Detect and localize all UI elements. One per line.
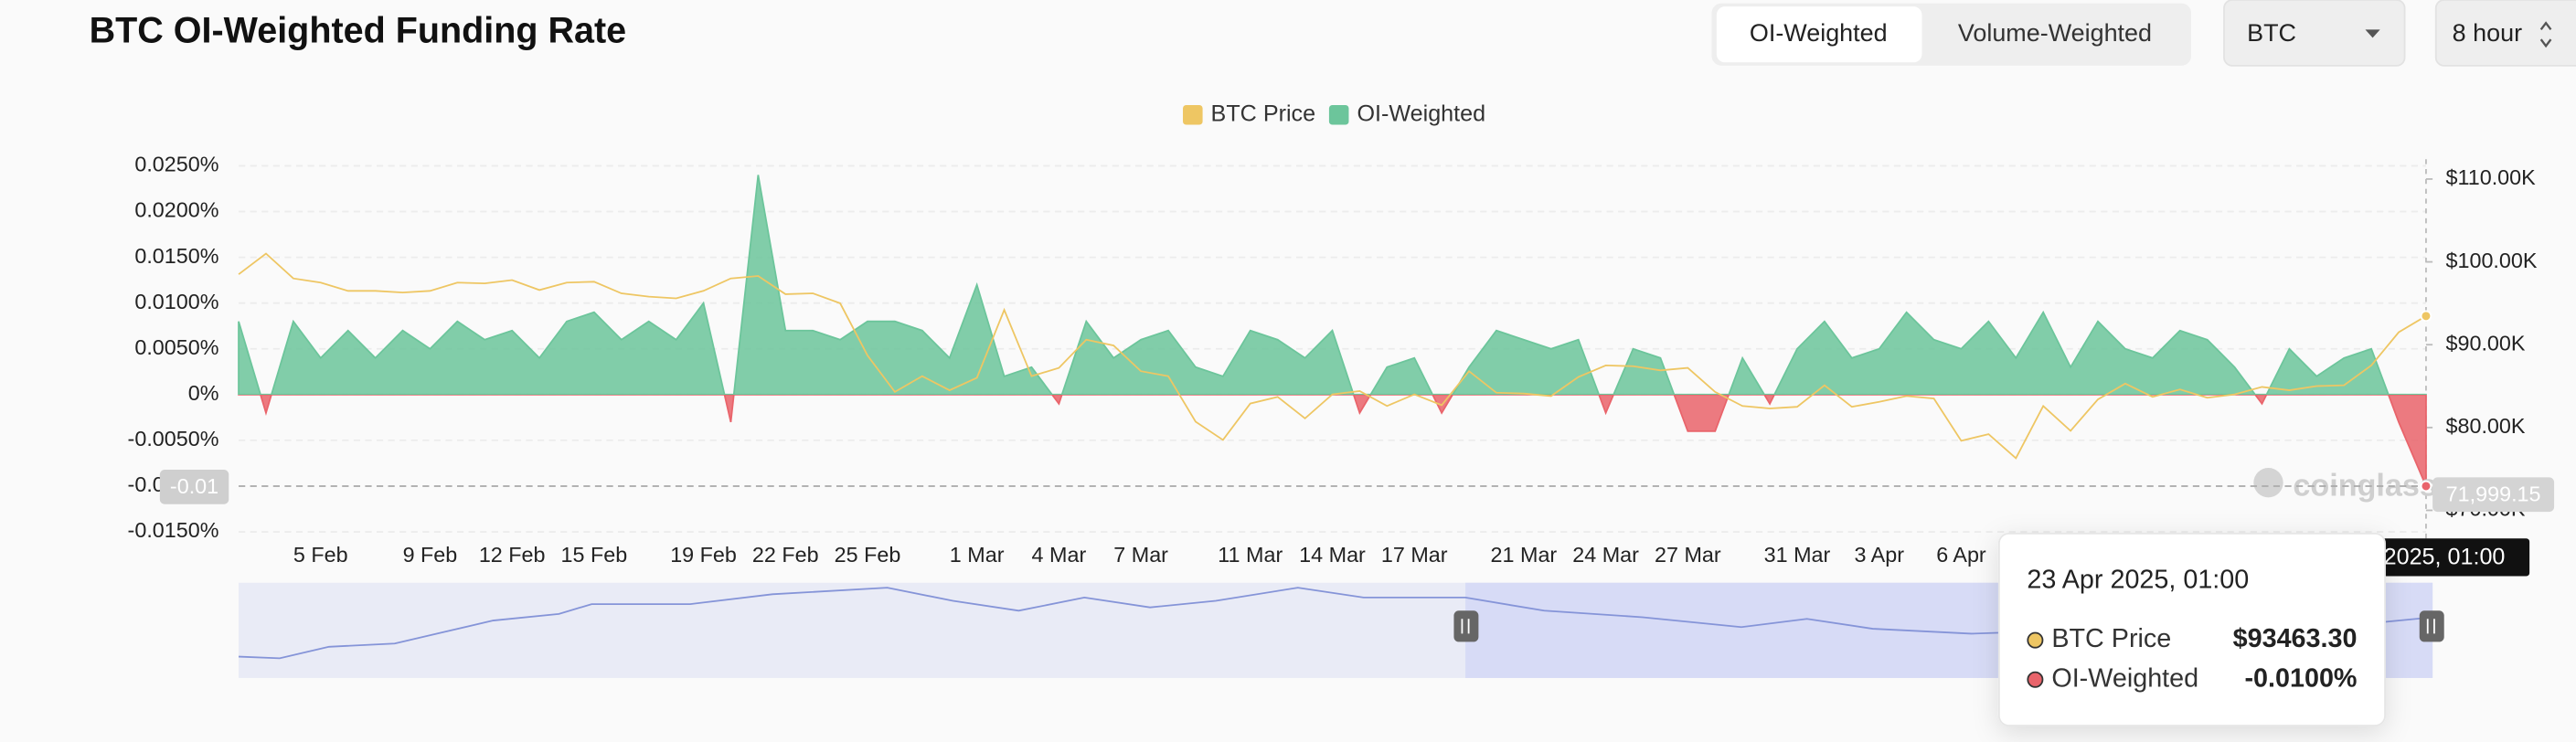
pointer-label-bg — [159, 470, 229, 504]
x-tick-label: 17 Mar — [1381, 543, 1448, 567]
legend-label[interactable]: BTC Price — [1211, 101, 1316, 126]
x-tick-label: 9 Feb — [403, 543, 458, 567]
pointer-label: 71,999.15 — [2446, 482, 2541, 505]
y-tick-label: 0% — [188, 381, 219, 405]
y-tick-label: 0.0100% — [134, 290, 218, 313]
y-tick-label: 0.0150% — [134, 244, 218, 268]
x-tick-label: 3 Apr — [1854, 543, 1904, 567]
x-tick-label: 7 Mar — [1113, 543, 1168, 567]
tooltip-dot — [2027, 631, 2044, 649]
dropdown-caret — [2365, 29, 2380, 38]
x-tick-label: 19 Feb — [670, 543, 737, 567]
tooltip-dot — [2027, 671, 2044, 688]
handle-grip — [1461, 619, 1470, 634]
y-tick-label: -0.0050% — [128, 427, 219, 450]
x-tick-label: 22 Feb — [752, 543, 819, 567]
y-tick-label: 0.0200% — [134, 198, 218, 222]
watermark: coinglass — [2253, 467, 2437, 504]
tooltip-value: -0.0100% — [2244, 663, 2357, 693]
x-tick-label: 27 Mar — [1655, 543, 1721, 567]
price-line — [238, 252, 2427, 460]
x-tick-label: 14 Mar — [1299, 543, 1366, 567]
legend-swatch — [1328, 104, 1349, 125]
pointer-label: -0.01 — [170, 474, 218, 498]
x-tick-label: 25 Feb — [835, 543, 901, 567]
x-tick-label: 21 Mar — [1491, 543, 1558, 567]
symbol-select[interactable] — [2223, 0, 2406, 67]
x-tick-label: 1 Mar — [950, 543, 1005, 567]
interval-label[interactable]: 8 hour — [2453, 19, 2522, 47]
tooltip-series-name: BTC Price — [2051, 624, 2171, 653]
funding-area — [238, 175, 2427, 487]
tab-active[interactable] — [1716, 6, 1922, 63]
tooltip-title: 23 Apr 2025, 01:00 — [2027, 566, 2249, 595]
hover-dot — [2420, 310, 2432, 323]
x-tick-label: 4 Mar — [1032, 543, 1087, 567]
legend-label[interactable]: OI-Weighted — [1357, 101, 1485, 126]
x-tick-label: 6 Apr — [1936, 543, 1986, 567]
legend-swatch — [1183, 104, 1203, 125]
tooltip-value: $93463.30 — [2233, 624, 2358, 653]
y2-tick-label: $80.00K — [2446, 414, 2526, 438]
tab[interactable]: OI-Weighted — [1750, 19, 1888, 47]
tooltip-series-name: OI-Weighted — [2051, 663, 2198, 693]
navigator-handle[interactable] — [2419, 610, 2444, 642]
hover-dot — [2420, 480, 2432, 493]
x-tick-label: 5 Feb — [293, 543, 348, 567]
x-tick-label: 31 Mar — [1764, 543, 1831, 567]
plot: 0.0250% 0.0200% 0.0150% 0.0100% 0.0050% 0% -0.… — [128, 101, 2538, 567]
watermark-icon — [2253, 467, 2283, 498]
navigator-handle[interactable] — [1453, 610, 1479, 642]
y2-tick-label: $90.00K — [2446, 331, 2526, 355]
page-title: BTC OI-Weighted Funding Rate — [90, 10, 627, 50]
handle-grip — [2426, 619, 2435, 634]
interval-select[interactable] — [2434, 0, 2576, 67]
x-tick-label: 12 Feb — [479, 543, 546, 567]
pointer-label-bg — [2432, 477, 2555, 513]
x-tick-label: 11 Mar — [1218, 543, 1283, 567]
y-tick-label: 0.0050% — [134, 335, 218, 359]
y2-tick-label: $100.00K — [2446, 249, 2538, 272]
y-tick-label: 0.0250% — [134, 153, 218, 176]
interval-arrows — [2539, 21, 2552, 48]
navigator-line — [239, 587, 2433, 660]
y-tick-label: -0.0150% — [128, 518, 219, 542]
symbol-label[interactable]: BTC — [2247, 19, 2296, 47]
tooltip — [1997, 532, 2386, 726]
x-tick-label: 15 Feb — [561, 543, 628, 567]
tab[interactable]: Volume-Weighted — [1958, 19, 2152, 47]
x-tick-label: 24 Mar — [1572, 543, 1639, 567]
y2-tick-label: $110.00K — [2446, 165, 2537, 189]
